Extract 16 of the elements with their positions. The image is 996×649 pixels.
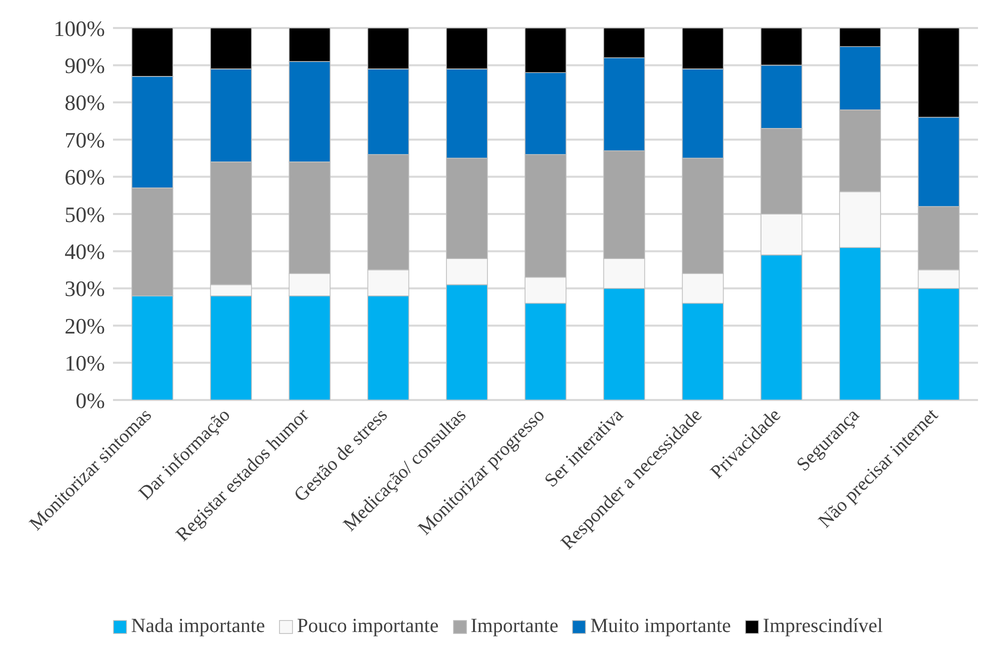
legend-label: Importante	[470, 615, 558, 638]
y-tick-label: 0%	[76, 388, 105, 413]
y-tick-label: 70%	[64, 127, 105, 152]
y-tick-label: 20%	[64, 313, 105, 338]
y-tick-label: 40%	[64, 239, 105, 264]
legend-label: Muito importante	[590, 615, 731, 638]
y-tick-label: 100%	[54, 16, 105, 41]
legend-label: Imprescindível	[762, 615, 883, 638]
y-tick-label: 50%	[64, 202, 105, 227]
y-tick-label: 80%	[64, 90, 105, 116]
y-tick-label: 90%	[64, 53, 105, 78]
y-tick-label: 60%	[64, 164, 105, 190]
y-tick-label: 30%	[64, 276, 105, 302]
legend-label: Pouco importante	[296, 615, 439, 638]
legend-label: Nada importante	[131, 615, 265, 638]
y-tick-label: 10%	[64, 350, 105, 376]
